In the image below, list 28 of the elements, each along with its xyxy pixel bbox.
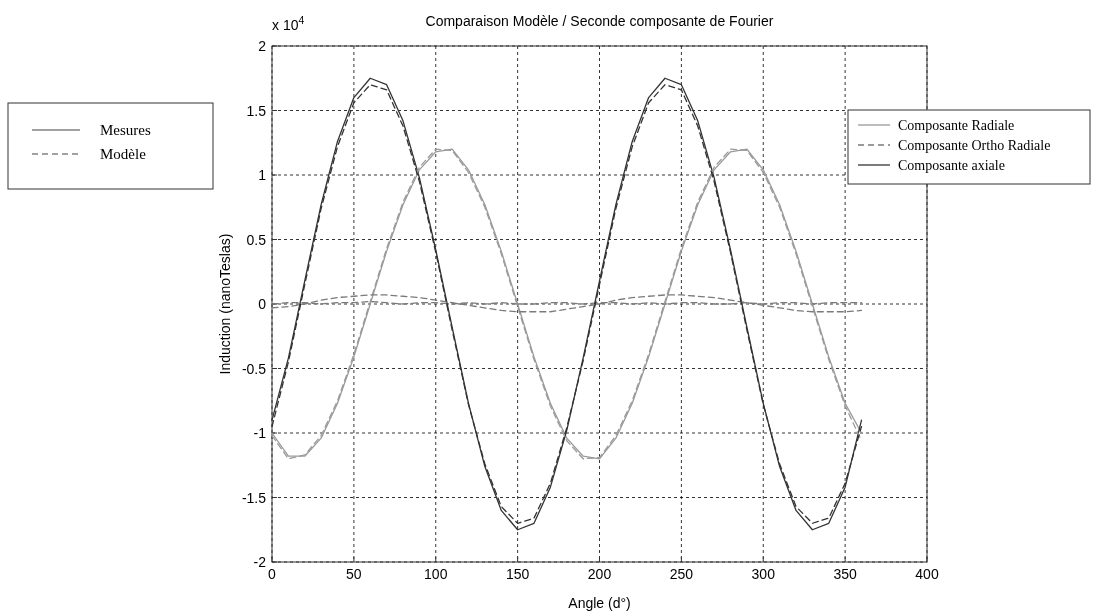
x-tick-label: 150 — [505, 566, 530, 582]
line-series — [271, 294, 863, 313]
x-tick-label: 250 — [669, 566, 694, 582]
y-tick-label: -2 — [253, 554, 267, 570]
x-tick-label: 350 — [833, 566, 858, 582]
legend-label: Composante Radiale — [898, 118, 1015, 133]
y-tick-label: 0 — [258, 296, 267, 312]
text: Modèle — [100, 146, 147, 162]
x-tick-label: 200 — [587, 566, 612, 582]
x-tick-label: 50 — [346, 566, 362, 582]
y-tick-label: 1 — [258, 167, 267, 183]
y-tick-label: 2 — [258, 38, 267, 54]
legend-label: Composante axiale — [898, 158, 1005, 173]
y-tick-label: -1 — [253, 425, 267, 441]
y-tick-label: -1.5 — [241, 489, 267, 506]
y-tick-label: -0.5 — [241, 360, 267, 377]
x-tick-label: 0 — [268, 566, 277, 582]
legend-label: Composante Ortho Radiale — [898, 138, 1051, 153]
y-tick-label: 0.5 — [246, 231, 267, 248]
chart-title: Comparaison Modèle / Seconde composante de Fourier — [425, 13, 774, 29]
text: x 10$^{4}$ — [272, 14, 305, 33]
x-tick-label: 100 — [424, 566, 448, 582]
x-tick-label: 300 — [751, 566, 776, 582]
text: Mesures — [100, 122, 151, 138]
y-axis-title: Induction (nanoTeslas) — [217, 233, 233, 375]
x-axis-title: Angle (d°) — [568, 595, 631, 611]
y-tick-label: 1.5 — [246, 102, 267, 119]
x-tick-label: 400 — [915, 566, 939, 582]
